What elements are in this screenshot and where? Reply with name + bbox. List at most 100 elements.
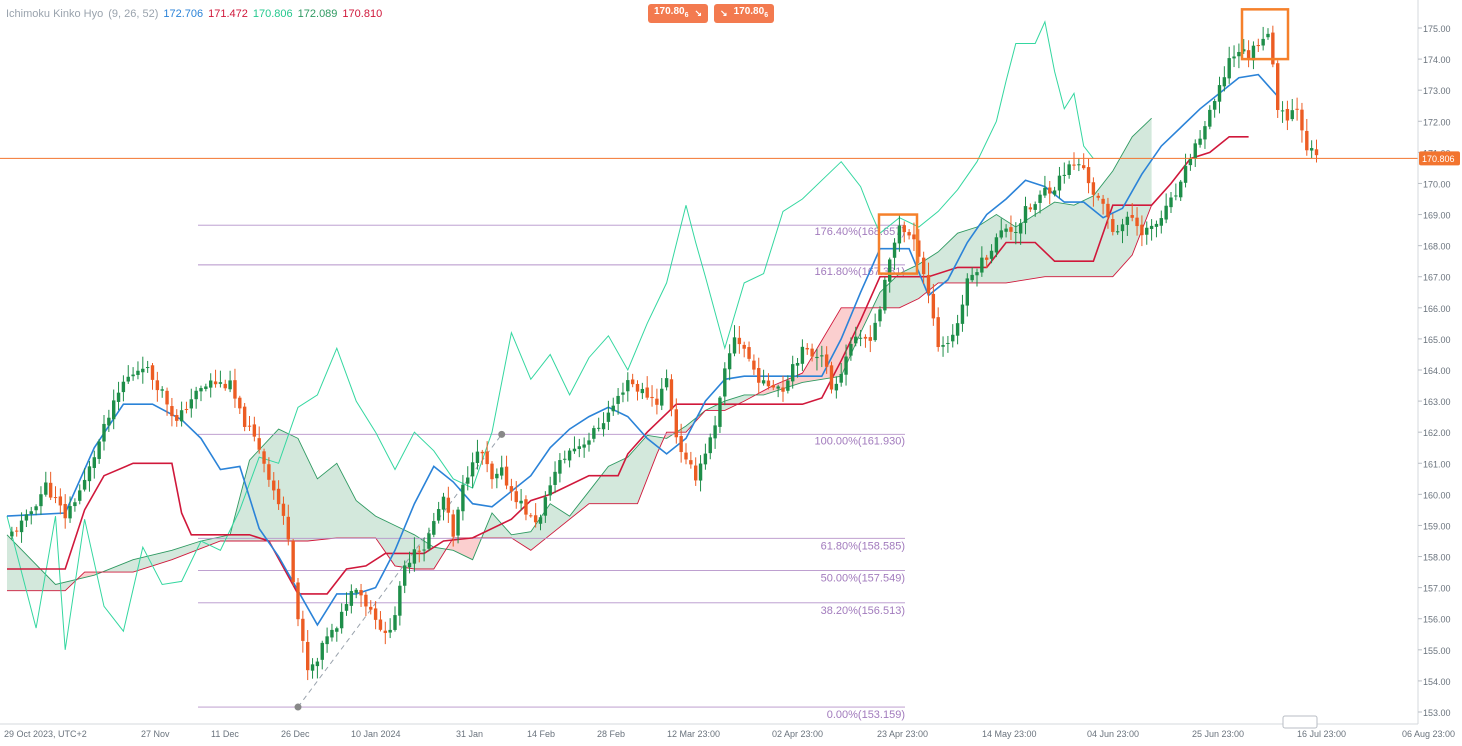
candle-body bbox=[921, 257, 926, 275]
candle-body bbox=[456, 509, 460, 536]
candle-body bbox=[398, 585, 402, 616]
candle-body bbox=[1212, 101, 1217, 110]
candle-body bbox=[606, 412, 611, 422]
candle-body bbox=[616, 395, 620, 404]
buy-button[interactable]: ↘ 170.806 bbox=[714, 4, 775, 23]
candle-body bbox=[776, 386, 780, 389]
candle-body bbox=[718, 397, 722, 427]
indicator-legend[interactable]: Ichimoku Kinko Hyo (9, 26, 52) 172.706 171.… bbox=[6, 8, 387, 20]
candle-body bbox=[29, 511, 33, 514]
candle-body bbox=[330, 629, 334, 638]
candle-body bbox=[1038, 194, 1042, 203]
sell-price-sub: 6 bbox=[684, 12, 689, 19]
candle-body bbox=[320, 642, 324, 660]
candle-body bbox=[829, 365, 834, 390]
legend-value-tenkan: 172.706 bbox=[163, 8, 204, 20]
candle-body bbox=[262, 451, 266, 464]
candle-body bbox=[126, 376, 130, 382]
candle-body bbox=[1111, 219, 1115, 232]
candle-body bbox=[936, 317, 940, 348]
y-tick-label: 157.00 bbox=[1423, 584, 1451, 594]
candle-body bbox=[15, 530, 19, 532]
candle-body bbox=[926, 274, 931, 294]
chikou-span-line bbox=[6, 20, 1094, 650]
candle-body bbox=[485, 451, 489, 465]
fib-level-label: 100.00%(161.930) bbox=[814, 435, 905, 447]
candle-body bbox=[592, 428, 596, 439]
candle-body bbox=[160, 389, 164, 391]
candle-body bbox=[1115, 231, 1120, 233]
candle-body bbox=[233, 380, 237, 399]
candle-body bbox=[1208, 109, 1212, 127]
candle-body bbox=[985, 257, 989, 260]
candle-body bbox=[771, 385, 775, 388]
candle-body bbox=[1193, 143, 1197, 159]
candle-body bbox=[383, 630, 387, 633]
bearish-cloud bbox=[448, 536, 483, 560]
candle-body bbox=[698, 463, 703, 481]
candle-body bbox=[713, 425, 717, 439]
candle-body bbox=[315, 661, 320, 667]
candle-body bbox=[558, 460, 562, 474]
candle-body bbox=[1043, 187, 1047, 196]
y-tick-label: 156.00 bbox=[1423, 615, 1451, 625]
candle-body bbox=[87, 466, 92, 482]
candle-body bbox=[1130, 215, 1134, 218]
candle-body bbox=[257, 438, 261, 450]
tenkan-sen-line bbox=[6, 73, 1279, 627]
candle-body bbox=[495, 473, 499, 479]
candle-body bbox=[267, 464, 271, 480]
candle-body bbox=[800, 346, 805, 364]
candle-body bbox=[1028, 207, 1033, 210]
candle-body bbox=[509, 486, 514, 492]
y-tick-label: 174.00 bbox=[1423, 55, 1451, 65]
candle-body bbox=[155, 380, 160, 391]
candle-body bbox=[1009, 227, 1013, 232]
candle-body bbox=[310, 664, 315, 671]
candle-body bbox=[1222, 77, 1227, 87]
candle-body bbox=[228, 380, 232, 390]
candle-body bbox=[344, 604, 349, 611]
candle-body bbox=[349, 591, 354, 606]
candle-body bbox=[514, 491, 518, 503]
candle-body bbox=[1004, 228, 1008, 232]
bearish-cloud bbox=[756, 307, 873, 395]
sell-button[interactable]: 170.806 ↘ bbox=[648, 4, 709, 23]
candle-body bbox=[1077, 164, 1081, 166]
candle-body bbox=[597, 427, 601, 429]
candle-body bbox=[291, 540, 295, 583]
candle-body bbox=[412, 549, 417, 564]
candle-body bbox=[703, 453, 708, 465]
candle-body bbox=[601, 423, 606, 430]
candle-body bbox=[645, 387, 649, 398]
candle-body bbox=[204, 386, 208, 389]
indicator-name: Ichimoku Kinko Hyo bbox=[6, 8, 104, 20]
candle-body bbox=[752, 360, 756, 370]
y-tick-label: 164.00 bbox=[1423, 366, 1451, 376]
y-tick-label: 175.00 bbox=[1423, 24, 1451, 34]
candle-body bbox=[747, 347, 751, 359]
candle-body bbox=[708, 437, 712, 454]
candle-body bbox=[761, 380, 766, 384]
y-tick-label: 168.00 bbox=[1423, 242, 1451, 252]
candle-body bbox=[131, 374, 135, 377]
candle-body bbox=[1256, 45, 1260, 47]
candle-body bbox=[902, 225, 906, 233]
candle-body bbox=[238, 397, 242, 409]
candle-body bbox=[1120, 224, 1125, 232]
candle-body bbox=[209, 380, 213, 388]
candle-body bbox=[175, 415, 179, 421]
x-tick-label: 16 Jul 23:00 bbox=[1297, 729, 1346, 739]
candle-body bbox=[858, 337, 863, 339]
candle-body bbox=[121, 381, 126, 393]
candle-body bbox=[475, 451, 480, 464]
candle-body bbox=[417, 550, 421, 552]
candle-body bbox=[1217, 85, 1222, 102]
current-price-badge bbox=[1419, 151, 1460, 166]
legend-value-senkou-a: 172.089 bbox=[297, 8, 338, 20]
candle-body bbox=[296, 582, 300, 620]
candle-body bbox=[194, 390, 198, 400]
